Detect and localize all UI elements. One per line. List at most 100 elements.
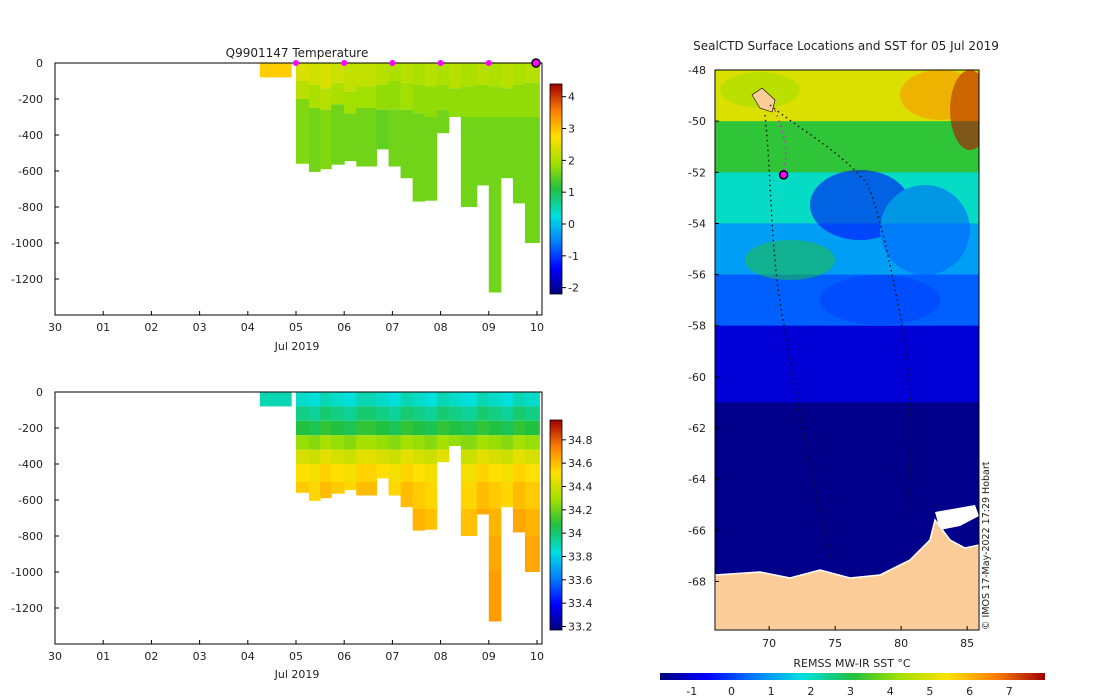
map-colorbar-tick-label: 5 xyxy=(926,685,933,698)
temperature-colorbar xyxy=(549,83,563,295)
salinity-cell xyxy=(512,482,526,509)
map-colorbar xyxy=(660,673,1045,680)
x-tick-label: 07 xyxy=(385,650,399,663)
x-tick-label: 30 xyxy=(48,321,62,334)
salinity-cell xyxy=(460,392,478,407)
surfacing-marker xyxy=(485,60,492,66)
y-tick-label: -400 xyxy=(18,458,43,471)
map-axes: 70 75 80 85 -48 -50 -52 -54 -56 -58 -60 -62 -64 -66 -6… xyxy=(688,64,974,650)
salinity-cell xyxy=(436,449,450,463)
temperature-cell xyxy=(500,63,514,89)
sst-zone xyxy=(715,325,979,403)
map-y-tick-label: -48 xyxy=(688,64,706,77)
temperature-cell xyxy=(476,63,490,85)
salinity-axes: 30 01 02 03 04 05 06 07 08 09 10 0 -200 -400 -600 -800 -… xyxy=(11,386,544,663)
map-credit: © IMOS 17-May-2022 17:29 Hobart xyxy=(981,461,992,630)
map-y-tick-label: -56 xyxy=(688,269,706,282)
salinity-cell xyxy=(500,449,514,464)
temperature-cell xyxy=(476,84,490,117)
temperature-cell xyxy=(356,108,377,167)
map-y-tick-label: -62 xyxy=(688,422,706,435)
salinity-cell xyxy=(309,406,321,421)
salinity-cell xyxy=(296,482,310,493)
salinity-cell xyxy=(400,406,414,421)
salinity-cell xyxy=(400,392,414,407)
salinity-cell xyxy=(344,464,357,482)
salinity-cell xyxy=(524,482,540,509)
salinity-chart: 30 01 02 03 04 05 06 07 08 09 10 0 -200 -400 -600 -800 -… xyxy=(11,386,592,681)
salinity-cell xyxy=(388,449,402,464)
salinity-cell xyxy=(388,435,402,450)
sst-zone xyxy=(715,121,979,173)
salinity-cell xyxy=(400,420,414,436)
salinity-cell xyxy=(500,406,514,421)
salinity-cell xyxy=(400,435,414,450)
colorbar-tick-label: 33.2 xyxy=(568,621,593,634)
temperature-cell xyxy=(320,109,332,170)
salinity-cell xyxy=(488,392,502,407)
temperature-chart: Q9901147 Temperature 30 01 02 03 04 05 06 07 08 0… xyxy=(11,46,579,353)
x-tick-label: 03 xyxy=(193,650,207,663)
x-tick-label: 04 xyxy=(241,650,255,663)
map-colorbar-label: REMSS MW-IR SST °C xyxy=(793,657,911,670)
salinity-cell xyxy=(448,420,462,436)
x-tick-label: 06 xyxy=(337,650,351,663)
salinity-cell xyxy=(376,464,390,479)
salinity-cell xyxy=(320,406,332,421)
colorbar-tick-label: -2 xyxy=(568,282,579,295)
temperature-cell xyxy=(388,63,402,81)
salinity-cell xyxy=(356,420,377,436)
x-tick-label: 10 xyxy=(530,650,544,663)
colorbar-tick-label: 33.4 xyxy=(568,597,593,610)
y-tick-label: -800 xyxy=(18,530,43,543)
map-x-tick-label: 70 xyxy=(762,637,776,650)
salinity-cell xyxy=(524,536,540,572)
colorbar-tick-label: 4 xyxy=(568,91,575,104)
y-tick-label: -1000 xyxy=(11,566,43,579)
salinity-cell xyxy=(500,464,514,482)
salinity-cell xyxy=(376,406,390,421)
x-tick-label: 08 xyxy=(434,321,448,334)
salinity-cell xyxy=(296,420,310,436)
salinity-cell xyxy=(488,464,502,482)
salinity-cell xyxy=(344,449,357,464)
salinity-cell xyxy=(524,509,540,536)
salinity-cell xyxy=(400,482,414,508)
salinity-cell xyxy=(424,449,438,464)
x-tick-label: 05 xyxy=(289,321,303,334)
y-tick-label: -200 xyxy=(18,422,43,435)
map-y-tick-label: -50 xyxy=(688,115,706,128)
salinity-cell xyxy=(476,482,490,509)
temperature-cell xyxy=(400,63,414,83)
colorbar-tick-label: 0 xyxy=(568,218,575,231)
salinity-colorbar xyxy=(549,419,563,631)
salinity-cell xyxy=(436,420,450,436)
salinity-cell xyxy=(388,406,402,421)
sea-ice-patch xyxy=(935,505,979,530)
temperature-cell xyxy=(448,88,462,117)
temperature-cell xyxy=(331,63,345,83)
temperature-xlabel: Jul 2019 xyxy=(274,340,320,353)
salinity-cell xyxy=(344,435,357,450)
colorbar-tick-label: 34.8 xyxy=(568,434,593,447)
map-colorbar-tick-label: 4 xyxy=(887,685,894,698)
salinity-cell xyxy=(512,464,526,482)
land-antarctica xyxy=(715,518,979,630)
map-y-tick-label: -64 xyxy=(688,473,706,486)
salinity-cell xyxy=(331,392,345,407)
salinity-cell xyxy=(424,482,438,509)
temperature-cell xyxy=(356,86,377,108)
map-y-tick-label: -58 xyxy=(688,320,706,333)
x-tick-label: 08 xyxy=(434,650,448,663)
salinity-cell xyxy=(331,482,345,494)
salinity-cell xyxy=(488,449,502,464)
salinity-cell xyxy=(488,509,502,536)
map-colorbar-tick-label: 3 xyxy=(847,685,854,698)
salinity-cell xyxy=(320,449,332,464)
y-tick-label: 0 xyxy=(36,386,43,399)
salinity-cell xyxy=(488,406,502,421)
salinity-cell xyxy=(388,482,402,496)
salinity-cell xyxy=(500,392,514,407)
temperature-cell xyxy=(424,63,438,87)
salinity-cell xyxy=(320,420,332,436)
